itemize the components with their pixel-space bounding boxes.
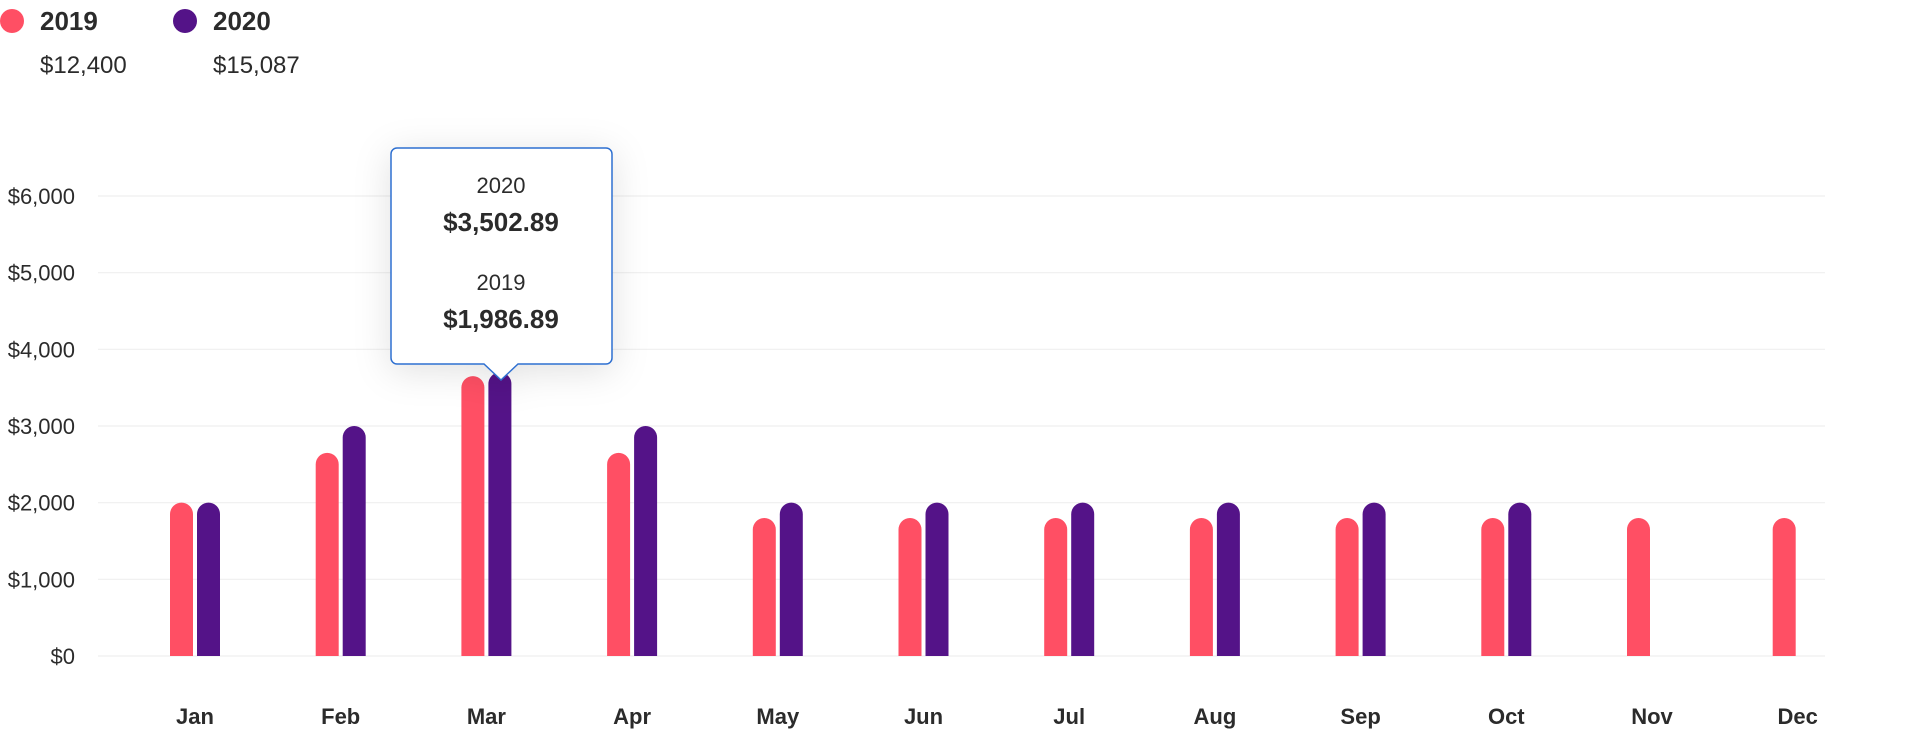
bar bbox=[607, 452, 631, 656]
tooltip-series: 2019 bbox=[477, 270, 526, 295]
bar bbox=[1508, 502, 1532, 656]
x-tick-label: Mar bbox=[467, 704, 507, 729]
legend-total: $15,087 bbox=[213, 52, 300, 79]
x-tick-label: Nov bbox=[1631, 704, 1673, 729]
y-tick-label: $5,000 bbox=[8, 261, 75, 286]
bar bbox=[1772, 518, 1796, 656]
bar bbox=[634, 426, 658, 656]
x-tick-label: Jan bbox=[176, 704, 214, 729]
bar bbox=[779, 502, 803, 656]
bar bbox=[1335, 518, 1359, 656]
x-tick-label: Sep bbox=[1340, 704, 1380, 729]
bar bbox=[925, 502, 949, 656]
bar bbox=[898, 518, 922, 656]
legend-marker bbox=[173, 9, 197, 33]
tooltip-box bbox=[390, 147, 613, 382]
y-tick-label: $2,000 bbox=[8, 491, 75, 516]
x-tick-label: May bbox=[756, 704, 800, 729]
tooltip: 2020 $3,502.89 2019 $1,986.89 bbox=[390, 147, 613, 382]
y-tick-label: $0 bbox=[51, 644, 75, 669]
bar bbox=[1362, 502, 1386, 656]
bar bbox=[170, 502, 193, 656]
bars bbox=[170, 372, 1796, 656]
bar bbox=[342, 426, 366, 656]
x-tick-label: Apr bbox=[613, 704, 651, 729]
tooltip-series: 2020 bbox=[477, 173, 526, 198]
x-tick-label: Feb bbox=[321, 704, 360, 729]
bar bbox=[1627, 518, 1650, 656]
bar bbox=[1071, 502, 1095, 656]
x-tick-label: Jul bbox=[1053, 704, 1085, 729]
bar bbox=[197, 502, 220, 656]
bar bbox=[752, 518, 776, 656]
tooltip-value: $1,986.89 bbox=[443, 304, 559, 334]
y-tick-label: $6,000 bbox=[8, 184, 75, 209]
bar bbox=[1481, 518, 1505, 656]
bar bbox=[1216, 502, 1240, 656]
legend-marker bbox=[0, 9, 24, 33]
x-tick-label: Oct bbox=[1488, 704, 1525, 729]
legend-label: 2019 bbox=[40, 6, 98, 36]
legend-total: $12,400 bbox=[40, 52, 127, 79]
bar bbox=[1189, 518, 1213, 656]
y-tick-label: $3,000 bbox=[8, 414, 75, 439]
grid: $0 $1,000 $2,000 $3,000 $4,000 $5,000 $6,000 Ja… bbox=[8, 184, 1825, 729]
bar bbox=[488, 372, 512, 656]
bar bbox=[461, 376, 485, 656]
x-tick-label: Dec bbox=[1778, 704, 1818, 729]
x-tick-label: Jun bbox=[904, 704, 943, 729]
y-tick-label: $4,000 bbox=[8, 337, 75, 362]
x-tick-label: Aug bbox=[1194, 704, 1237, 729]
tooltip-value: $3,502.89 bbox=[443, 207, 559, 237]
y-tick-label: $1,000 bbox=[8, 567, 75, 592]
legend-label: 2020 bbox=[213, 6, 271, 36]
bar bbox=[315, 452, 339, 656]
bar bbox=[1044, 518, 1068, 656]
legend: 2019 $12,400 2020 $15,087 bbox=[0, 6, 300, 79]
